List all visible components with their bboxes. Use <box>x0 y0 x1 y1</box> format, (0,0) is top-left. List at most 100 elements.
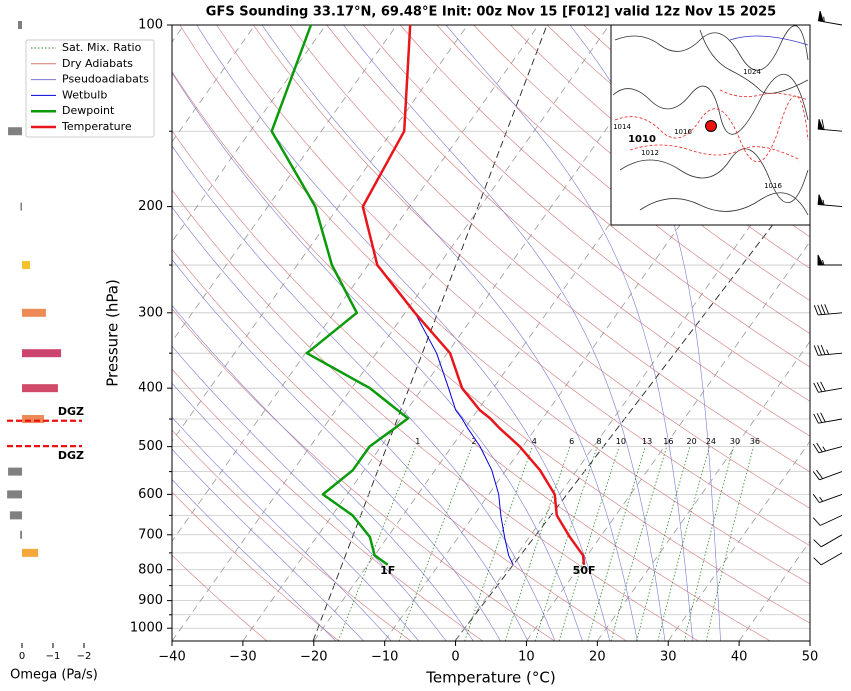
inset-label: 1012 <box>641 149 659 157</box>
y-tick-label: 100 <box>138 18 163 33</box>
dry-adiabat <box>172 308 555 641</box>
wind-barb <box>817 194 843 208</box>
mixing-ratio-line <box>505 446 571 641</box>
dry-adiabat <box>436 25 810 334</box>
mixing-ratio-line <box>464 446 533 641</box>
guide-line <box>454 175 810 641</box>
inset-label: 1024 <box>743 68 761 76</box>
y-tick-label: 900 <box>138 593 163 608</box>
dry-adiabat <box>172 491 340 641</box>
dry-adiabat <box>326 25 810 437</box>
x-tick-label: 10 <box>518 650 535 665</box>
inset-contour <box>729 35 809 46</box>
wind-barb <box>817 254 842 266</box>
wind-barb <box>812 442 843 454</box>
dry-adiabat <box>172 130 771 641</box>
mixing-ratio-line <box>657 446 710 641</box>
isotherm <box>455 141 810 641</box>
isotherm <box>809 640 810 641</box>
wind-barb <box>812 514 843 526</box>
series-line <box>361 24 586 565</box>
legend-label: Dry Adiabats <box>62 57 133 70</box>
y-tick-label: 300 <box>138 305 163 320</box>
wind-barb <box>812 493 843 504</box>
omega-bar <box>9 511 22 520</box>
isotherm <box>172 25 610 641</box>
wind-barb <box>813 534 843 548</box>
y-tick-label: 600 <box>138 487 163 502</box>
x-tick-label: 30 <box>660 650 677 665</box>
isotherm <box>172 25 398 343</box>
omega-bar <box>8 127 22 136</box>
pseudoadiabat <box>569 25 721 641</box>
inset-label: 1016 <box>764 182 782 190</box>
guide-line <box>312 25 548 641</box>
y-axis-label: Pressure (hPa) <box>104 279 122 387</box>
x-tick-label: 50 <box>802 650 819 665</box>
mixing-ratio-line <box>534 446 598 641</box>
mixing-ratio-line <box>705 446 754 641</box>
mixing-ratio-label: 6 <box>569 437 574 446</box>
pseudoadiabat <box>445 25 694 641</box>
x-tick-label: 20 <box>589 650 606 665</box>
pseudoadiabat <box>261 25 638 641</box>
wind-barb <box>817 119 843 132</box>
pseudoadiabat <box>343 25 666 641</box>
isotherm <box>597 340 810 641</box>
inset-label: 1016 <box>674 128 692 136</box>
wind-barb <box>813 344 843 356</box>
omega-bar <box>22 261 31 270</box>
mixing-ratio-label: 20 <box>687 437 697 446</box>
omega-bar <box>20 530 22 539</box>
pseudoadiabat <box>172 259 501 641</box>
inset-label: 1010 <box>628 134 656 145</box>
omega-tick-label: −2 <box>77 651 92 662</box>
pseudoadiabat <box>172 448 364 641</box>
isotherm <box>242 25 681 641</box>
legend <box>25 39 155 138</box>
omega-bar <box>7 490 22 499</box>
location-marker <box>705 120 717 132</box>
y-tick-label: 200 <box>138 199 163 214</box>
legend-label: Wetbulb <box>62 88 107 101</box>
mixing-ratio-label: 4 <box>532 437 537 446</box>
mixing-ratio-line <box>558 446 620 641</box>
mixing-ratio-label: 30 <box>730 437 740 446</box>
chart-title: GFS Sounding 33.17°N, 69.48°E Init: 00z … <box>206 5 776 20</box>
wind-barb <box>817 10 843 26</box>
pseudoadiabat <box>172 416 392 641</box>
mixing-ratio-label: 2 <box>472 437 477 446</box>
wind-barb <box>813 381 843 393</box>
mixing-ratio-label: 16 <box>663 437 673 446</box>
pseudoadiabat <box>196 25 611 641</box>
legend-label: Dewpoint <box>62 104 115 117</box>
inset-map: 1010 1016 1012 1014 1024 1016 <box>610 24 811 226</box>
inset-label: 1014 <box>613 123 631 131</box>
omega-bar <box>8 467 22 476</box>
x-tick-label: −10 <box>371 650 398 665</box>
x-tick-label: 40 <box>731 650 748 665</box>
dry-adiabat <box>172 368 483 641</box>
isotherm <box>172 25 539 542</box>
omega-bar <box>22 548 39 557</box>
x-tick-label: −40 <box>158 650 185 665</box>
isotherm <box>172 25 256 143</box>
mixing-ratio-label: 10 <box>616 437 626 446</box>
omega-bar <box>22 415 45 424</box>
inset-contour <box>612 25 809 216</box>
mixing-ratio-line <box>398 446 473 641</box>
isotherm <box>526 240 810 641</box>
x-axis-label: Temperature (°C) <box>425 669 555 687</box>
isotherm <box>172 25 468 443</box>
wind-barb <box>812 469 843 481</box>
mixing-ratio-label: 13 <box>642 437 652 446</box>
plot-frame <box>171 24 811 642</box>
pseudoadiabat <box>172 304 474 641</box>
y-tick-label: 700 <box>138 527 163 542</box>
mixing-ratio-label: 24 <box>706 437 716 446</box>
dry-adiabat <box>473 25 810 302</box>
omega-tick-label: 0 <box>19 651 25 662</box>
dgz-label: DGZ <box>58 405 84 418</box>
